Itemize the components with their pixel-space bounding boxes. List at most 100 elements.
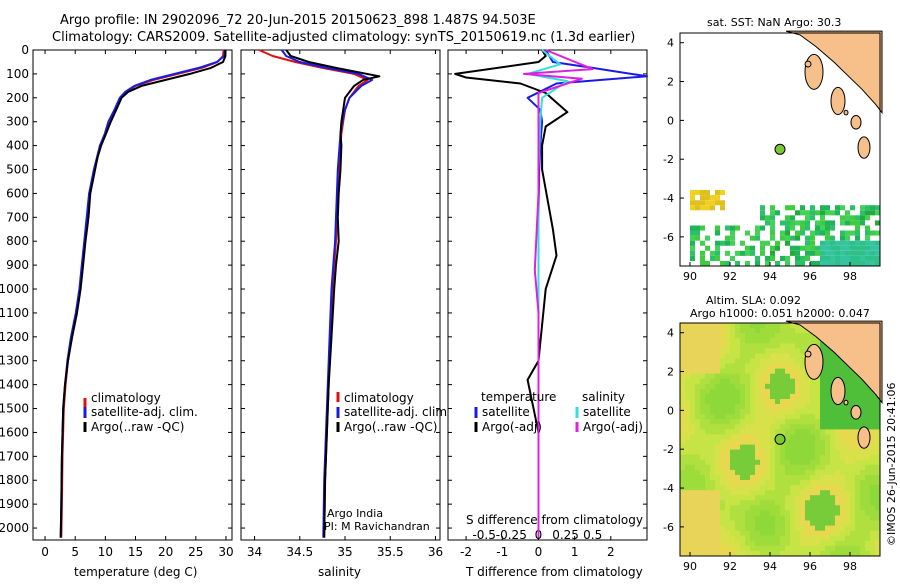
sla-cell: [795, 550, 801, 557]
sla-cell: [850, 399, 856, 405]
sla-cell: [790, 490, 796, 496]
sla-cell: [820, 378, 826, 385]
sla-cell: [735, 368, 741, 375]
sla-cell: [820, 343, 826, 349]
sla-cell: [700, 348, 706, 354]
sla-cell: [770, 333, 776, 339]
sst-cell: [735, 225, 740, 231]
sla-cell: [865, 383, 871, 390]
sla-cell: [800, 490, 806, 496]
sla-cell: [770, 373, 776, 380]
sla-cell: [810, 444, 816, 451]
sla-cell: [850, 419, 856, 425]
sla-cell: [775, 469, 781, 476]
sla-cell: [845, 469, 851, 476]
sla-cell: [790, 409, 796, 415]
sla-cell: [690, 525, 696, 532]
sst-cell: [840, 235, 845, 241]
sla-cell: [775, 515, 781, 521]
sla-cell: [785, 515, 791, 521]
sla-cell: [760, 485, 766, 491]
sla-cell: [680, 429, 686, 435]
s-tick-label: 0.5: [583, 528, 602, 542]
sla-cell: [745, 424, 751, 430]
sst-cell: [795, 230, 800, 236]
sst-cell: [820, 205, 825, 211]
sst-cell: [855, 235, 860, 241]
sla-cell: [790, 500, 796, 506]
sla-cell: [850, 475, 856, 481]
sla-cell: [685, 348, 691, 354]
sla-cell: [765, 434, 771, 440]
sla-cell: [725, 409, 731, 415]
sla-cell: [765, 429, 771, 435]
sla-cell: [710, 500, 716, 506]
sla-cell: [685, 333, 691, 339]
sst-cell: [785, 230, 790, 236]
sla-cell: [810, 459, 816, 466]
sla-cell: [790, 363, 796, 369]
sst-cell: [780, 220, 785, 226]
sla-cell: [745, 464, 751, 471]
sla-cell: [800, 545, 806, 552]
sla-cell: [710, 378, 716, 385]
sla-cell: [680, 525, 686, 532]
sla-cell: [875, 419, 881, 425]
sla-cell: [700, 419, 706, 425]
sst-cell: [765, 220, 770, 226]
sla-cell: [725, 469, 731, 476]
sla-cell: [765, 358, 771, 364]
sla-cell: [790, 404, 796, 410]
sla-cell: [775, 343, 781, 349]
sst-cell: [850, 220, 855, 226]
sla-cell: [770, 424, 776, 430]
sla-cell: [825, 520, 831, 526]
sla-cell: [715, 505, 721, 511]
y-tick-label: 100: [6, 67, 29, 81]
sst-cell: [855, 220, 860, 226]
sla-cell: [820, 500, 826, 506]
sst-cell: [870, 240, 875, 246]
sst-cell: [690, 240, 695, 246]
sla-cell: [820, 540, 826, 547]
sla-cell: [725, 399, 731, 405]
sla-cell: [780, 510, 786, 516]
sst-land: [785, 30, 883, 159]
sla-cell: [810, 464, 816, 471]
sla-cell: [860, 495, 866, 501]
sla-cell: [695, 358, 701, 364]
sla-cell: [730, 388, 736, 395]
sla-cell: [790, 424, 796, 430]
sla-cell: [865, 469, 871, 476]
sla-cell: [770, 358, 776, 364]
sla-cell: [810, 515, 816, 521]
sla-cell: [815, 383, 821, 390]
sla-cell: [825, 368, 831, 375]
sla-cell: [875, 510, 881, 516]
sla-cell: [830, 485, 836, 491]
sst-cell: [805, 215, 810, 221]
sla-cell: [785, 459, 791, 466]
sla-cell: [730, 419, 736, 425]
sla-cell: [725, 550, 731, 557]
sla-cell: [705, 424, 711, 430]
sla-cell: [875, 404, 881, 410]
sst-cell: [840, 215, 845, 221]
sla-cell: [725, 424, 731, 430]
y-tick-label: 1800: [0, 473, 29, 487]
sst-cell: [755, 225, 760, 231]
sla-cell: [685, 449, 691, 456]
sla-cell: [825, 419, 831, 425]
sla-cell: [825, 378, 831, 385]
sla-cell: [760, 348, 766, 354]
difference-plot-frame: [447, 49, 648, 541]
sla-cell: [795, 409, 801, 415]
sla-cell: [740, 328, 746, 334]
sla-cell: [760, 500, 766, 506]
sla-cell: [790, 485, 796, 491]
sla-cell: [690, 429, 696, 435]
sla-cell: [815, 388, 821, 395]
sla-cell: [770, 480, 776, 486]
sla-cell: [830, 520, 836, 526]
sla-cell: [865, 525, 871, 532]
